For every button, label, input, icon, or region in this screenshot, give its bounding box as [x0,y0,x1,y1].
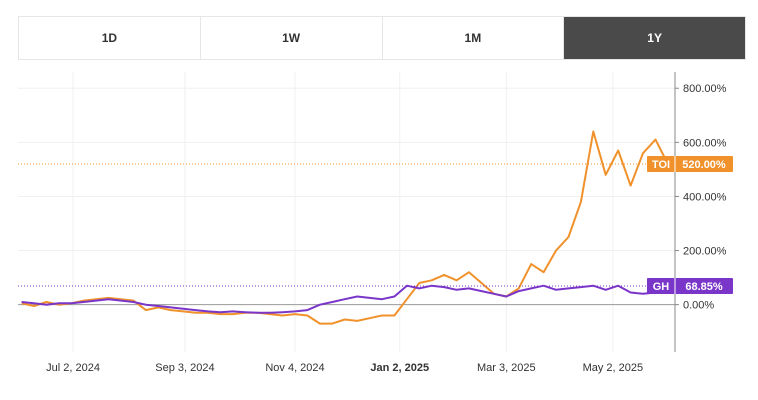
y-tick-label: 600.00% [683,137,727,149]
x-tick-label: Jan 2, 2025 [370,362,429,374]
x-tick-label: Mar 3, 2025 [477,362,536,374]
y-tick-label: 0.00% [683,300,714,312]
y-tick-label: 400.00% [683,191,727,203]
x-tick-label: Sep 3, 2024 [155,362,214,374]
x-tick-label: Jul 2, 2024 [46,362,100,374]
timeframe-tabs: 1D 1W 1M 1Y [18,16,746,60]
last-value-tag-toi: TOI 520.00% [647,155,733,172]
series-last-value-label: 68.85% [685,281,723,293]
series-line-gh [21,284,669,314]
comparison-chart: 800.00% 600.00% 400.00% 200.00% 0.00% Jul 2, … [18,72,733,374]
tab-1w[interactable]: 1W [201,17,383,59]
series-name-label: TOI [652,159,670,171]
tab-1m[interactable]: 1M [383,17,565,59]
y-tick-label: 200.00% [683,246,727,258]
series-last-value-label: 520.00% [682,159,726,171]
series-name-label: GH [653,281,670,293]
tab-1y[interactable]: 1Y [564,17,745,59]
tab-1d[interactable]: 1D [19,17,201,59]
series-line-toi [21,130,669,325]
last-value-tag-gh: GH 68.85% [647,278,733,295]
x-tick-label: May 2, 2025 [583,362,644,374]
x-tick-label: Nov 4, 2024 [265,362,324,374]
y-tick-label: 800.00% [683,83,727,95]
